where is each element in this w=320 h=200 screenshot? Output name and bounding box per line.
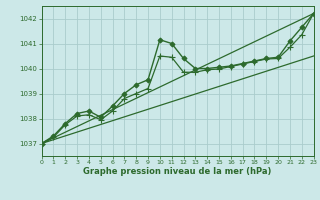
X-axis label: Graphe pression niveau de la mer (hPa): Graphe pression niveau de la mer (hPa) — [84, 167, 272, 176]
